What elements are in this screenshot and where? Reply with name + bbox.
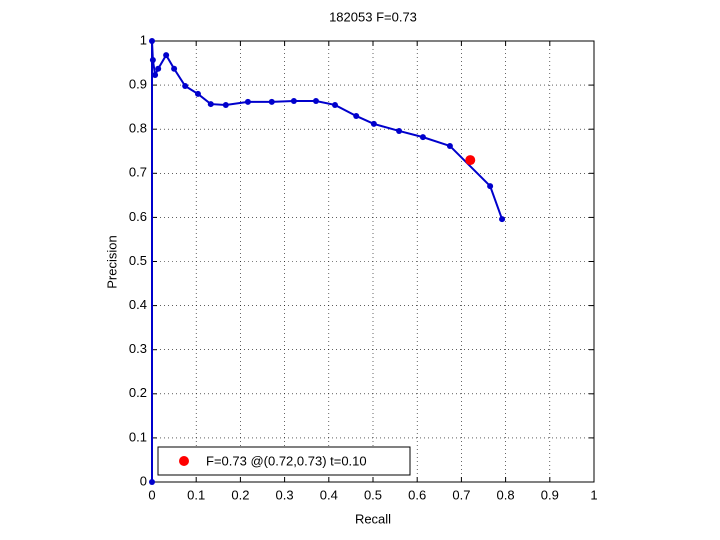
y-tick-label: 0.2 xyxy=(129,385,147,400)
x-tick-label: 0.2 xyxy=(231,487,249,502)
pr-point xyxy=(152,71,159,78)
y-tick-label: 1 xyxy=(140,32,147,47)
y-tick-label: 0.9 xyxy=(129,77,147,92)
x-tick-label: 0.3 xyxy=(276,487,294,502)
y-tick-label: 0.6 xyxy=(129,209,147,224)
pr-point xyxy=(353,112,360,119)
pr-point xyxy=(268,98,275,105)
pr-point xyxy=(171,65,178,72)
x-tick-label: 1 xyxy=(590,487,597,502)
chart-title: 182053 F=0.73 xyxy=(329,9,417,24)
y-tick-label: 0.8 xyxy=(129,121,147,136)
pr-point xyxy=(419,134,426,141)
legend-label: F=0.73 @(0.72,0.73) t=0.10 xyxy=(206,453,367,468)
x-tick-label: 0 xyxy=(148,487,155,502)
pr-point xyxy=(312,97,319,104)
pr-point xyxy=(155,65,162,72)
y-tick-label: 0.3 xyxy=(129,341,147,356)
pr-point xyxy=(487,183,494,190)
x-tick-label: 0.8 xyxy=(497,487,515,502)
pr-point xyxy=(222,101,229,108)
pr-point xyxy=(331,101,338,108)
pr-point xyxy=(396,127,403,134)
y-tick-label: 0.7 xyxy=(129,165,147,180)
pr-point xyxy=(149,56,156,63)
x-tick-label: 0.1 xyxy=(187,487,205,502)
x-axis-label: Recall xyxy=(355,511,391,526)
pr-point xyxy=(149,38,155,44)
best-point xyxy=(465,155,476,166)
x-tick-label: 0.6 xyxy=(408,487,426,502)
pr-point xyxy=(207,101,214,108)
y-tick-label: 0 xyxy=(140,473,147,488)
pr-point xyxy=(244,98,251,105)
pr-point xyxy=(290,97,297,104)
y-axis-label: Precision xyxy=(104,235,119,288)
legend-box xyxy=(157,446,411,476)
pr-point xyxy=(194,90,201,97)
pr-point xyxy=(182,82,189,89)
pr-point xyxy=(446,142,453,149)
y-tick-label: 0.4 xyxy=(129,297,147,312)
y-tick-label: 0.1 xyxy=(129,429,147,444)
pr-point xyxy=(149,479,155,485)
x-tick-label: 0.9 xyxy=(541,487,559,502)
x-tick-label: 0.5 xyxy=(364,487,382,502)
pr-point xyxy=(163,52,170,59)
pr-point xyxy=(370,120,377,127)
y-tick-label: 0.5 xyxy=(129,253,147,268)
x-tick-label: 0.7 xyxy=(452,487,470,502)
x-tick-label: 0.4 xyxy=(320,487,338,502)
pr-point xyxy=(499,216,506,223)
legend-marker xyxy=(179,456,189,466)
